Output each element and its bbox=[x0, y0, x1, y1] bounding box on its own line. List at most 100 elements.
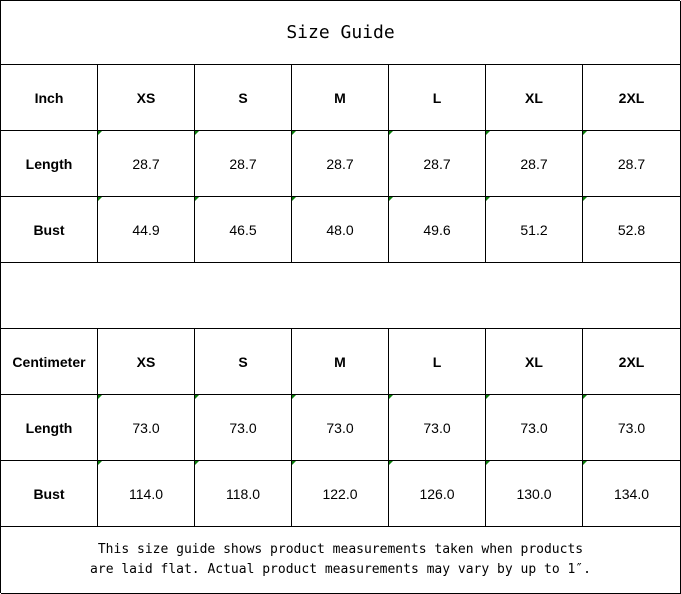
unit-header-text: Inch bbox=[34, 89, 64, 106]
size-header-text: M bbox=[334, 89, 346, 106]
measurement-cell-text: 73.0 bbox=[520, 419, 548, 436]
measurement-cell: 52.8 bbox=[583, 197, 681, 263]
size-header: S bbox=[195, 329, 292, 395]
number-indicator-icon bbox=[195, 461, 199, 465]
number-indicator-icon bbox=[195, 131, 199, 135]
row-label-text: Length bbox=[25, 155, 73, 172]
measurement-cell: 118.0 bbox=[195, 461, 292, 527]
number-indicator-icon bbox=[583, 197, 587, 201]
size-header-text: L bbox=[432, 353, 442, 370]
measurement-cell: 73.0 bbox=[98, 395, 195, 461]
number-indicator-icon bbox=[98, 131, 102, 135]
number-indicator-icon bbox=[292, 131, 296, 135]
size-header-text: 2XL bbox=[618, 353, 645, 370]
size-header: M bbox=[292, 329, 389, 395]
measurement-cell-text: 126.0 bbox=[419, 485, 455, 502]
number-indicator-icon bbox=[486, 461, 490, 465]
measurement-cell-text: 73.0 bbox=[229, 419, 257, 436]
row-label: Bust bbox=[1, 461, 98, 527]
measurement-cell: 73.0 bbox=[195, 395, 292, 461]
measurement-cell: 28.7 bbox=[195, 131, 292, 197]
unit-header: Inch bbox=[1, 65, 98, 131]
measurement-cell: 49.6 bbox=[389, 197, 486, 263]
measurement-cell: 114.0 bbox=[98, 461, 195, 527]
measurement-cell: 73.0 bbox=[486, 395, 583, 461]
measurement-cell-text: 118.0 bbox=[226, 485, 260, 502]
measurement-cell: 73.0 bbox=[583, 395, 681, 461]
number-indicator-icon bbox=[292, 197, 296, 201]
number-indicator-icon bbox=[389, 197, 393, 201]
number-indicator-icon bbox=[486, 197, 490, 201]
row-label-text: Length bbox=[25, 419, 73, 436]
size-header-text: XS bbox=[136, 89, 156, 106]
measurement-cell: 73.0 bbox=[292, 395, 389, 461]
size-header: 2XL bbox=[583, 65, 681, 131]
note: This size guide shows product measuremen… bbox=[1, 527, 681, 594]
number-indicator-icon bbox=[292, 395, 296, 399]
measurement-cell-text: 134.0 bbox=[613, 485, 650, 502]
measurement-cell: 28.7 bbox=[389, 131, 486, 197]
measurement-cell-text: 28.7 bbox=[520, 155, 548, 172]
measurement-cell: 122.0 bbox=[292, 461, 389, 527]
measurement-cell-text: 28.7 bbox=[229, 155, 257, 172]
unit-header: Centimeter bbox=[1, 329, 98, 395]
unit-header-text: Centimeter bbox=[12, 353, 86, 370]
row-label: Bust bbox=[1, 197, 98, 263]
measurement-cell-text: 28.7 bbox=[423, 155, 451, 172]
number-indicator-icon bbox=[389, 131, 393, 135]
measurement-cell: 44.9 bbox=[98, 197, 195, 263]
row-label: Length bbox=[1, 395, 98, 461]
size-header-text: 2XL bbox=[618, 89, 645, 106]
row-label: Length bbox=[1, 131, 98, 197]
size-header: XL bbox=[486, 65, 583, 131]
size-header: L bbox=[389, 65, 486, 131]
measurement-cell: 134.0 bbox=[583, 461, 681, 527]
measurement-cell: 126.0 bbox=[389, 461, 486, 527]
size-header-text: XL bbox=[525, 89, 543, 106]
spacer-row bbox=[1, 263, 681, 329]
size-header-text: L bbox=[432, 89, 442, 106]
size-header-text: XS bbox=[136, 353, 156, 370]
number-indicator-icon bbox=[486, 395, 490, 399]
measurement-cell-text: 46.5 bbox=[229, 221, 257, 238]
measurement-cell-text: 73.0 bbox=[423, 419, 451, 436]
size-header: XS bbox=[98, 65, 195, 131]
number-indicator-icon bbox=[98, 395, 102, 399]
size-header: M bbox=[292, 65, 389, 131]
measurement-cell-text: 52.8 bbox=[617, 221, 646, 238]
measurement-cell-text: 48.0 bbox=[326, 221, 354, 238]
measurement-cell: 51.2 bbox=[486, 197, 583, 263]
measurement-cell-text: 130.0 bbox=[516, 485, 552, 502]
size-header-text: XL bbox=[525, 353, 543, 370]
measurement-cell: 28.7 bbox=[292, 131, 389, 197]
page-title: Size Guide bbox=[1, 1, 681, 65]
number-indicator-icon bbox=[389, 461, 393, 465]
measurement-cell: 48.0 bbox=[292, 197, 389, 263]
number-indicator-icon bbox=[292, 461, 296, 465]
size-header-text: M bbox=[334, 353, 346, 370]
measurement-cell-text: 114.0 bbox=[129, 485, 163, 502]
measurement-cell: 46.5 bbox=[195, 197, 292, 263]
number-indicator-icon bbox=[583, 461, 587, 465]
measurement-cell-text: 73.0 bbox=[132, 419, 160, 436]
measurement-cell: 28.7 bbox=[583, 131, 681, 197]
size-header-text: S bbox=[238, 89, 248, 106]
row-label-text: Bust bbox=[33, 485, 65, 502]
size-header: XL bbox=[486, 329, 583, 395]
page-title-text: Size Guide bbox=[286, 22, 395, 43]
size-header: 2XL bbox=[583, 329, 681, 395]
measurement-cell-text: 73.0 bbox=[617, 419, 646, 436]
size-header: S bbox=[195, 65, 292, 131]
measurement-cell-text: 122.0 bbox=[322, 485, 358, 502]
measurement-cell: 28.7 bbox=[486, 131, 583, 197]
row-label-text: Bust bbox=[33, 221, 65, 238]
number-indicator-icon bbox=[486, 131, 490, 135]
number-indicator-icon bbox=[98, 197, 102, 201]
note-line: are laid flat. Actual product measuremen… bbox=[90, 562, 591, 577]
measurement-cell-text: 51.2 bbox=[520, 221, 548, 238]
size-header: XS bbox=[98, 329, 195, 395]
measurement-cell-text: 28.7 bbox=[617, 155, 646, 172]
measurement-cell-text: 28.7 bbox=[132, 155, 160, 172]
measurement-cell-text: 28.7 bbox=[326, 155, 354, 172]
